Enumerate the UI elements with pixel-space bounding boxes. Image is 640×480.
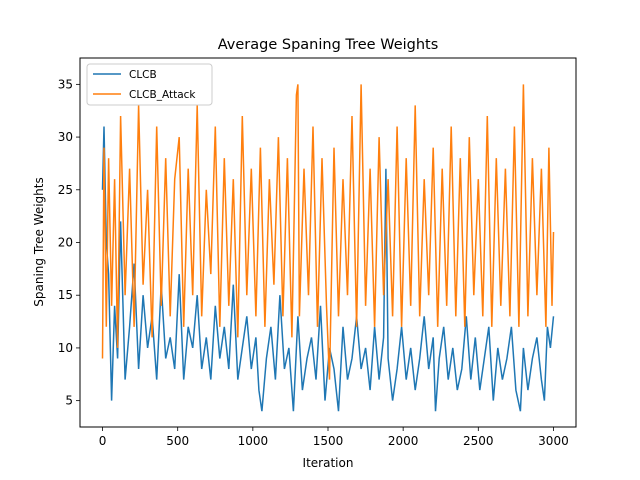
y-axis-label: Spaning Tree Weights [32,177,46,306]
y-tick-label: 35 [58,77,73,91]
legend: CLCB CLCB_Attack [86,63,213,106]
x-axis-label: Iteration [303,456,354,470]
x-tick-label: 1000 [238,434,269,448]
y-tick-label: 20 [58,236,73,250]
x-tick-label: 2500 [463,434,494,448]
chart-title: Average Spaning Tree Weights [218,37,439,53]
x-tick-label: 0 [99,434,107,448]
series-line-clcb [101,126,555,412]
y-axis-ticks: 5 10 15 20 25 30 35 [58,77,80,408]
x-tick-label: 500 [166,434,189,448]
legend-label-clcb-attack: CLCB_Attack [129,89,196,101]
series-line-clcb-attack [101,84,555,380]
y-tick-label: 25 [58,183,73,197]
legend-label-clcb: CLCB [129,69,157,81]
x-axis-ticks: 0 500 1000 1500 2000 2500 3000 [99,427,569,448]
plot-lines [101,84,555,412]
x-tick-label: 2000 [388,434,419,448]
x-tick-label: 1500 [313,434,344,448]
y-tick-label: 5 [65,394,73,408]
y-tick-label: 30 [58,130,73,144]
x-tick-label: 3000 [538,434,569,448]
y-tick-label: 15 [58,288,73,302]
y-tick-label: 10 [58,341,73,355]
